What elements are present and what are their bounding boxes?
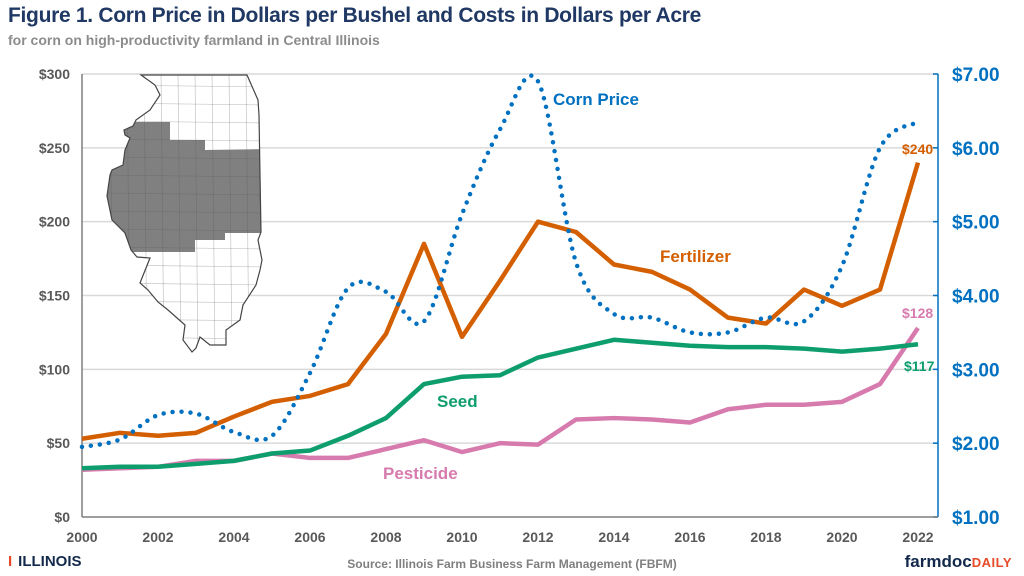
map-outline xyxy=(106,74,263,353)
y-left-tick-label: $200 xyxy=(39,214,70,230)
y-right-tick-label: $6.00 xyxy=(952,139,1000,160)
source-note: Source: Illinois Farm Business Farm Mana… xyxy=(347,557,677,571)
y-left-tick-label: $100 xyxy=(39,361,70,377)
x-tick-label: 2020 xyxy=(826,529,857,545)
y-right-tick-label: $3.00 xyxy=(952,360,1000,381)
y-right-tick-label: $1.00 xyxy=(952,508,1000,529)
y-right-tick-label: $7.00 xyxy=(952,65,1000,86)
end-label-fertilizer: $240 xyxy=(902,141,933,157)
illinois-map xyxy=(107,75,262,352)
y-right-tick-label: $2.00 xyxy=(952,434,1000,455)
x-tick-label: 2012 xyxy=(522,529,553,545)
x-tick-label: 2004 xyxy=(218,529,249,545)
y-left-tick-label: $50 xyxy=(47,435,71,451)
y-left-tick-label: $250 xyxy=(39,140,70,156)
end-label-pesticide: $128 xyxy=(902,305,933,321)
y-left-tick-label: $0 xyxy=(54,509,70,525)
legend-label-seed: Seed xyxy=(437,392,478,411)
x-tick-label: 2006 xyxy=(294,529,325,545)
y-left-tick-label: $300 xyxy=(39,66,70,82)
y-left-tick-label: $150 xyxy=(39,288,70,304)
x-tick-label: 2000 xyxy=(66,529,97,545)
y-right-tick-label: $5.00 xyxy=(952,213,1000,234)
farmdoc-daily-logo: farmdocDAILY xyxy=(904,552,1012,571)
legend-label-corn-price: Corn Price xyxy=(553,90,639,109)
x-tick-label: 2010 xyxy=(446,529,477,545)
legend-label-fertilizer: Fertilizer xyxy=(660,247,731,266)
chart-title: Figure 1. Corn Price in Dollars per Bush… xyxy=(8,4,701,27)
x-tick-label: 2002 xyxy=(142,529,173,545)
series-line-fertilizer xyxy=(81,161,921,441)
chart-subtitle: for corn on high-productivity farmland i… xyxy=(8,32,380,48)
end-label-seed: $117 xyxy=(904,358,935,374)
x-tick-label: 2014 xyxy=(598,529,629,545)
legend-label-pesticide: Pesticide xyxy=(383,464,458,483)
x-tick-label: 2022 xyxy=(902,529,933,545)
series-line-seed xyxy=(81,337,919,471)
illinois-logo: I ILLINOIS xyxy=(8,553,82,570)
x-tick-label: 2016 xyxy=(674,529,705,545)
y-right-tick-label: $4.00 xyxy=(952,287,1000,308)
x-tick-label: 2008 xyxy=(370,529,401,545)
x-tick-label: 2018 xyxy=(750,529,781,545)
map-shaded-region xyxy=(107,122,262,252)
